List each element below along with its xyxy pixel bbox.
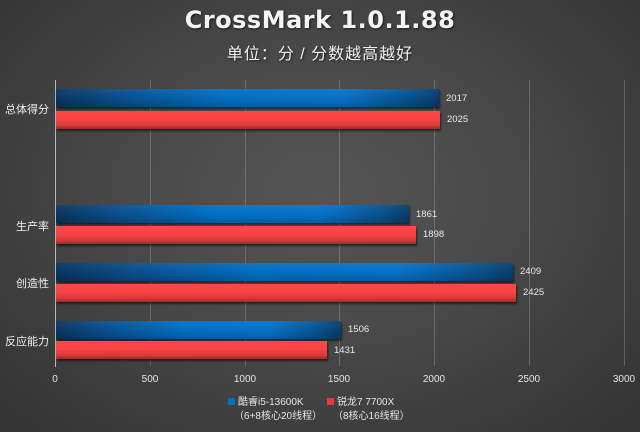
y-axis-line	[55, 80, 56, 367]
legend-sublabel-intel: （6+8核心20线程）	[234, 411, 323, 422]
category-label-creativity: 创造性	[16, 278, 49, 290]
bar-productivity-amd	[56, 226, 416, 244]
gridline-2000	[434, 80, 435, 366]
category-label-responsiveness: 反应能力	[5, 336, 49, 348]
legend-label-amd: 锐龙7 7700X	[337, 397, 395, 408]
bar-responsiveness-amd	[56, 341, 327, 359]
value-overall-amd: 2025	[447, 114, 469, 125]
legend-item-intel: 酷睿i5-13600K （6+8核心20线程）	[228, 396, 322, 424]
chart-subtitle: 单位：分 / 分数越高越好	[226, 46, 414, 63]
gridline-1000	[245, 80, 246, 366]
chart-title: CrossMark 1.0.1.88	[184, 6, 456, 34]
value-productivity-intel: 1861	[416, 209, 438, 220]
gridline-2500	[529, 80, 530, 366]
value-responsiveness-intel: 1506	[348, 324, 370, 335]
gridline-500	[150, 80, 151, 366]
x-tick-1500: 1500	[327, 374, 351, 385]
x-tick-500: 500	[141, 374, 159, 385]
value-overall-intel: 2017	[446, 93, 468, 104]
value-creativity-amd: 2425	[523, 287, 545, 298]
value-productivity-amd: 1898	[423, 229, 445, 240]
gridline-3000	[624, 80, 625, 366]
value-responsiveness-amd: 1431	[334, 345, 356, 356]
value-creativity-intel: 2409	[520, 266, 542, 277]
bar-creativity-intel	[56, 263, 513, 281]
bar-creativity-amd	[56, 284, 516, 302]
x-tick-2000: 2000	[422, 374, 446, 385]
legend-swatch-red-icon	[327, 398, 334, 405]
x-tick-2500: 2500	[517, 374, 541, 385]
x-tick-0: 0	[52, 374, 58, 385]
bar-overall-intel	[56, 89, 439, 107]
x-tick-1000: 1000	[233, 374, 257, 385]
gridline-1500	[339, 80, 340, 366]
bar-overall-amd	[56, 111, 440, 129]
category-label-productivity: 生产率	[16, 221, 49, 233]
x-tick-3000: 3000	[612, 374, 636, 385]
bar-productivity-intel	[56, 205, 409, 223]
category-label-overall: 总体得分	[5, 104, 49, 116]
legend-swatch-blue-icon	[228, 398, 235, 405]
legend-sublabel-amd: （8核心16线程）	[333, 411, 410, 422]
bar-responsiveness-intel	[56, 321, 341, 339]
legend-item-amd: 锐龙7 7700X （8核心16线程）	[327, 396, 410, 424]
legend-label-intel: 酷睿i5-13600K	[238, 397, 304, 408]
